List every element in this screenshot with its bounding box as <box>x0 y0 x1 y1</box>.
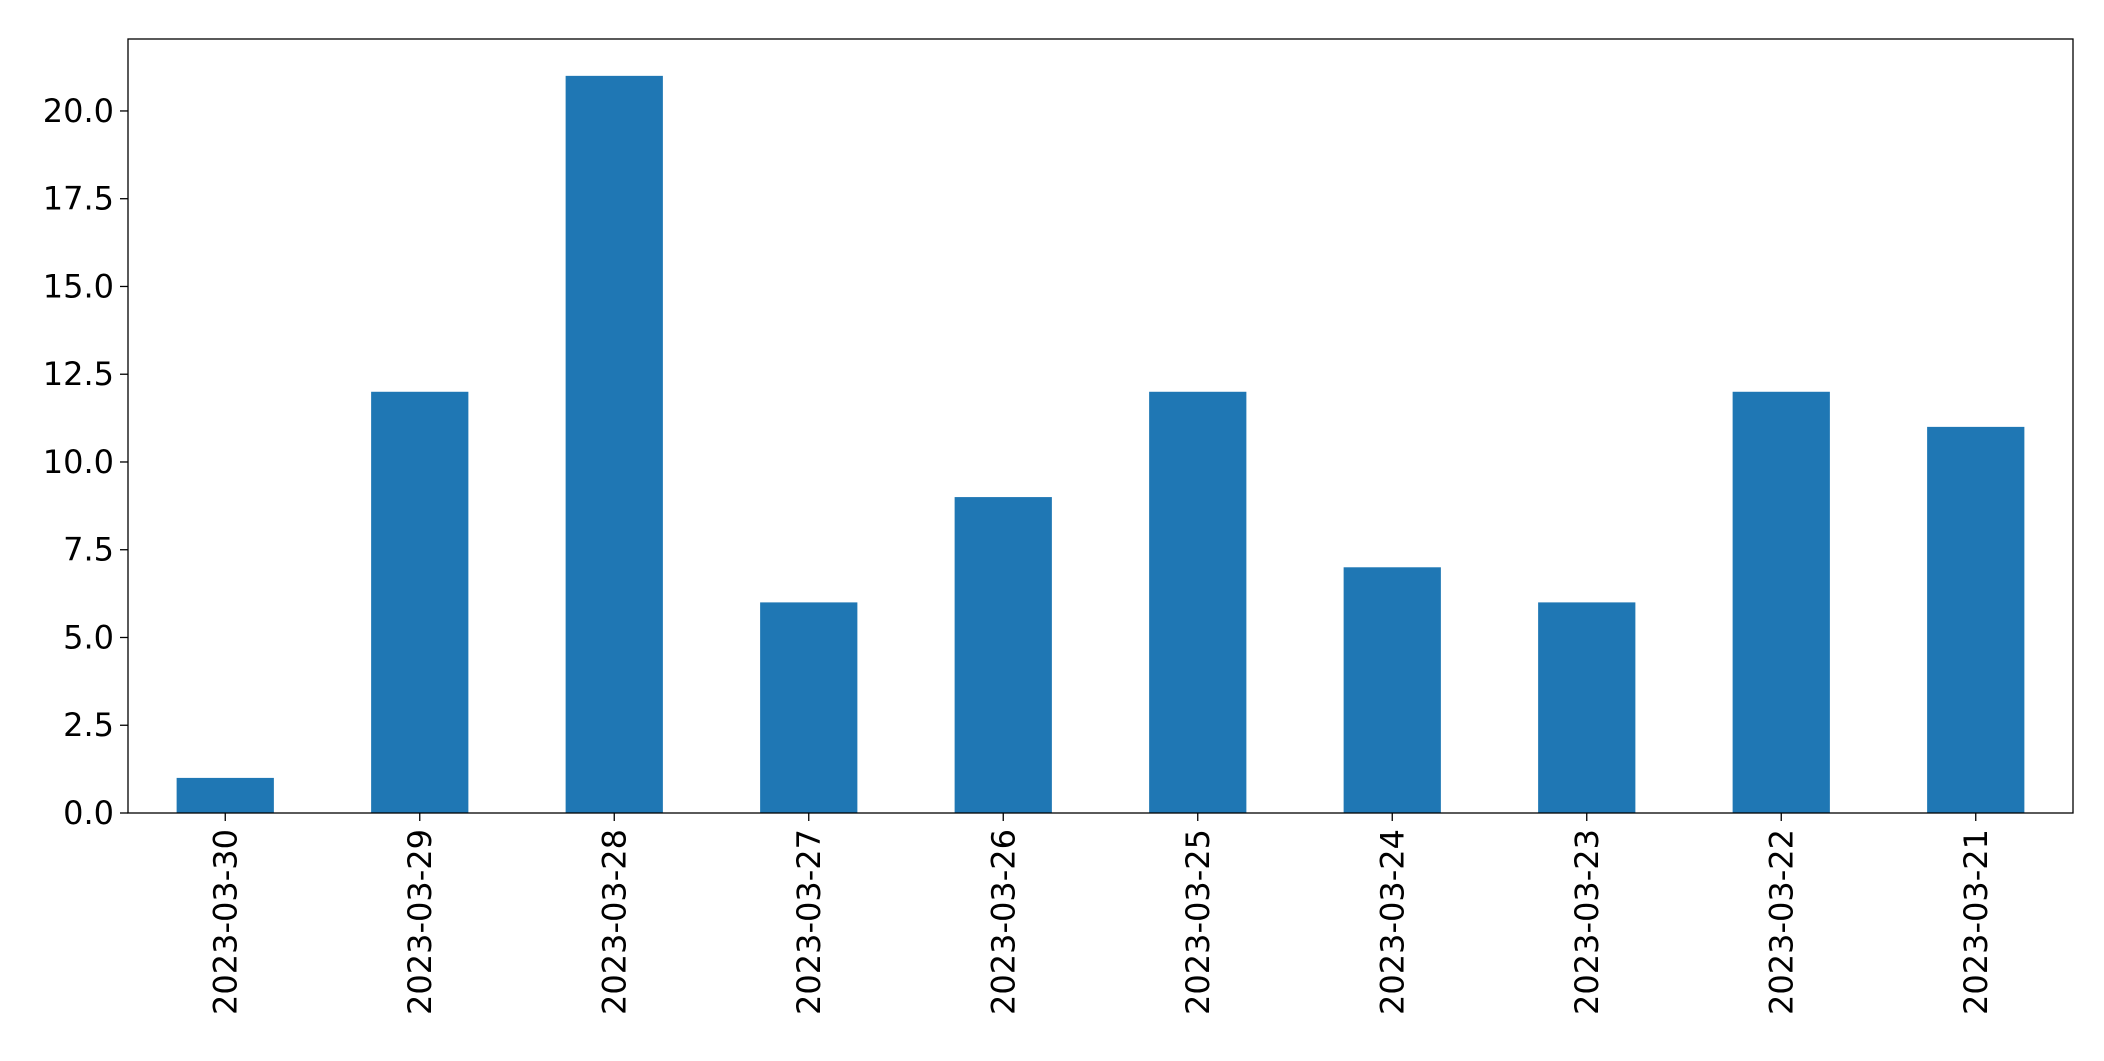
plot-frame <box>127 38 2074 814</box>
bar <box>1927 426 2025 813</box>
y-tick-label: 10.0 <box>43 443 114 481</box>
bar <box>565 75 663 814</box>
y-tick-label: 2.5 <box>63 706 114 744</box>
y-tick-label: 17.5 <box>43 180 114 218</box>
bar <box>1343 567 1441 813</box>
y-tick-label: 7.5 <box>63 531 114 569</box>
y-tick-label: 15.0 <box>43 267 114 305</box>
x-tick-label: 2023-03-27 <box>790 829 828 1015</box>
x-tick-label: 2023-03-30 <box>206 829 244 1015</box>
y-tick-label: 0.0 <box>63 794 114 832</box>
y-tick-label: 12.5 <box>43 355 114 393</box>
x-tick-label: 2023-03-22 <box>1762 829 1800 1015</box>
x-tick-label: 2023-03-23 <box>1568 829 1606 1015</box>
x-tick-label: 2023-03-28 <box>595 829 633 1015</box>
x-tick-label: 2023-03-24 <box>1373 829 1411 1015</box>
bar <box>760 602 858 813</box>
x-tick-label: 2023-03-21 <box>1957 829 1995 1015</box>
bar <box>1732 391 1830 813</box>
y-tick-label: 5.0 <box>63 618 114 656</box>
bar <box>954 497 1052 813</box>
bar <box>371 391 469 813</box>
x-tick-label: 2023-03-26 <box>984 829 1022 1015</box>
bar <box>176 777 274 813</box>
bar <box>1538 602 1636 813</box>
x-tick-label: 2023-03-29 <box>401 829 439 1015</box>
x-tick-label: 2023-03-25 <box>1179 829 1217 1015</box>
y-tick-label: 20.0 <box>43 92 114 130</box>
bar <box>1149 391 1247 813</box>
